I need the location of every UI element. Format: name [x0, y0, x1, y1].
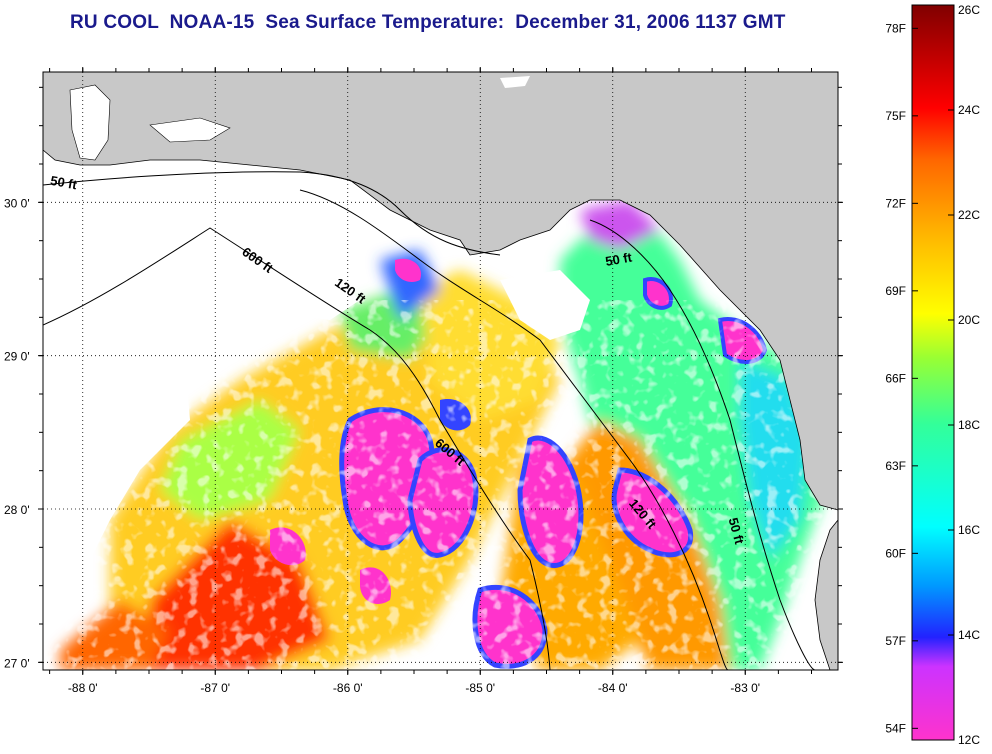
- colorbar-label-c: 24C: [958, 103, 980, 117]
- land-mass: [43, 72, 838, 511]
- land-mass-south: [814, 519, 838, 670]
- colorbar-label-f: 66F: [885, 371, 906, 385]
- colorbar-label-f: 54F: [885, 721, 906, 735]
- map-title: RU COOL NOAA-15 Sea Surface Temperature:…: [70, 12, 786, 33]
- colorbar-label-f: 72F: [885, 196, 906, 210]
- contour-label: 50 ft: [604, 249, 634, 269]
- colorbar-label-c: 22C: [958, 208, 980, 222]
- colorbar-label-c: 16C: [958, 523, 980, 537]
- lat-lon-grid: [43, 72, 838, 670]
- colorbar-label-c: 20C: [958, 313, 980, 327]
- isobath-contours: [43, 171, 816, 670]
- x-tick-label: -87 0': [200, 681, 230, 695]
- x-tick-label: -85 0': [465, 681, 495, 695]
- contour-label: 50 ft: [49, 173, 79, 193]
- map-frame: [42, 71, 839, 671]
- colorbar-label-c: 26C: [958, 3, 980, 17]
- y-tick-label: 29 0': [4, 350, 30, 364]
- y-tick-label: 30 0': [4, 196, 30, 210]
- contour-120ft: [299, 189, 729, 670]
- cloud-apalachee: [500, 270, 590, 340]
- contour-50ft-west: [43, 171, 501, 256]
- contour-600ft: [43, 227, 551, 670]
- colorbar-label-c: 18C: [958, 418, 980, 432]
- x-tick-label: -83 0': [730, 681, 760, 695]
- colorbar-label-f: 78F: [885, 21, 906, 35]
- colorbar: 78F 75F 72F 69F 66F 63F 60F 57F 54F 26C 24C 22C 20C…: [885, 3, 980, 747]
- colorbar-celsius-labels: 26C 24C 22C 20C 18C 16C 14C 12C: [948, 3, 980, 747]
- cloud-west: [43, 300, 190, 640]
- contour-label: 50 ft: [726, 516, 748, 546]
- contour-50ft-east: [589, 219, 816, 670]
- colorbar-label-f: 63F: [885, 459, 906, 473]
- colorbar-label-f: 75F: [885, 109, 906, 123]
- x-tick-label: -84 0': [598, 681, 628, 695]
- colorbar-bar: [911, 4, 955, 741]
- colorbar-fahrenheit-labels: 78F 75F 72F 69F 66F 63F 60F 57F 54F: [885, 21, 918, 735]
- y-tick-label: 28 0': [4, 503, 30, 517]
- colorbar-label-f: 69F: [885, 284, 906, 298]
- colorbar-label-f: 60F: [885, 546, 906, 560]
- mobile-bay: [69, 84, 111, 161]
- colorbar-label-f: 57F: [885, 634, 906, 648]
- x-tick-label: -88 0': [68, 681, 98, 695]
- colorbar-label-c: 14C: [958, 628, 980, 642]
- axis-ticks: -88 0' -87 0' -86 0' -85 0' -84 0' -83 0' 30 0…: [4, 67, 843, 695]
- x-tick-label: -86 0': [333, 681, 363, 695]
- colorbar-label-c: 12C: [958, 733, 980, 747]
- y-tick-label: 27 0': [4, 656, 30, 670]
